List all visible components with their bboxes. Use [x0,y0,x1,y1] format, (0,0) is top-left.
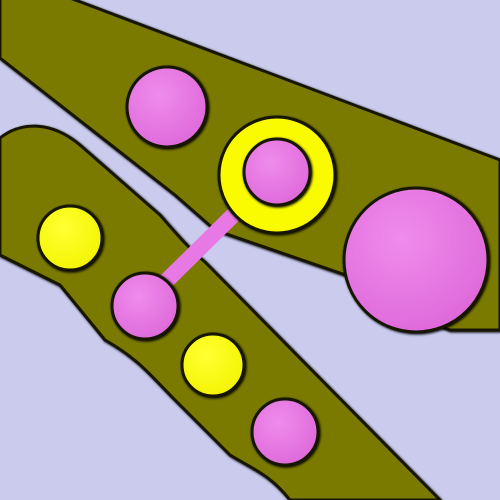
pink-piece-lower-right[interactable] [250,397,320,467]
pink-piece-upper-left[interactable] [125,65,209,149]
yellow-piece-middle[interactable] [180,332,246,398]
pink-node-upper[interactable] [242,137,312,207]
yellow-piece-left[interactable] [36,204,104,272]
large-pink-piece[interactable] [342,186,490,334]
pink-node-lower[interactable] [110,271,180,341]
